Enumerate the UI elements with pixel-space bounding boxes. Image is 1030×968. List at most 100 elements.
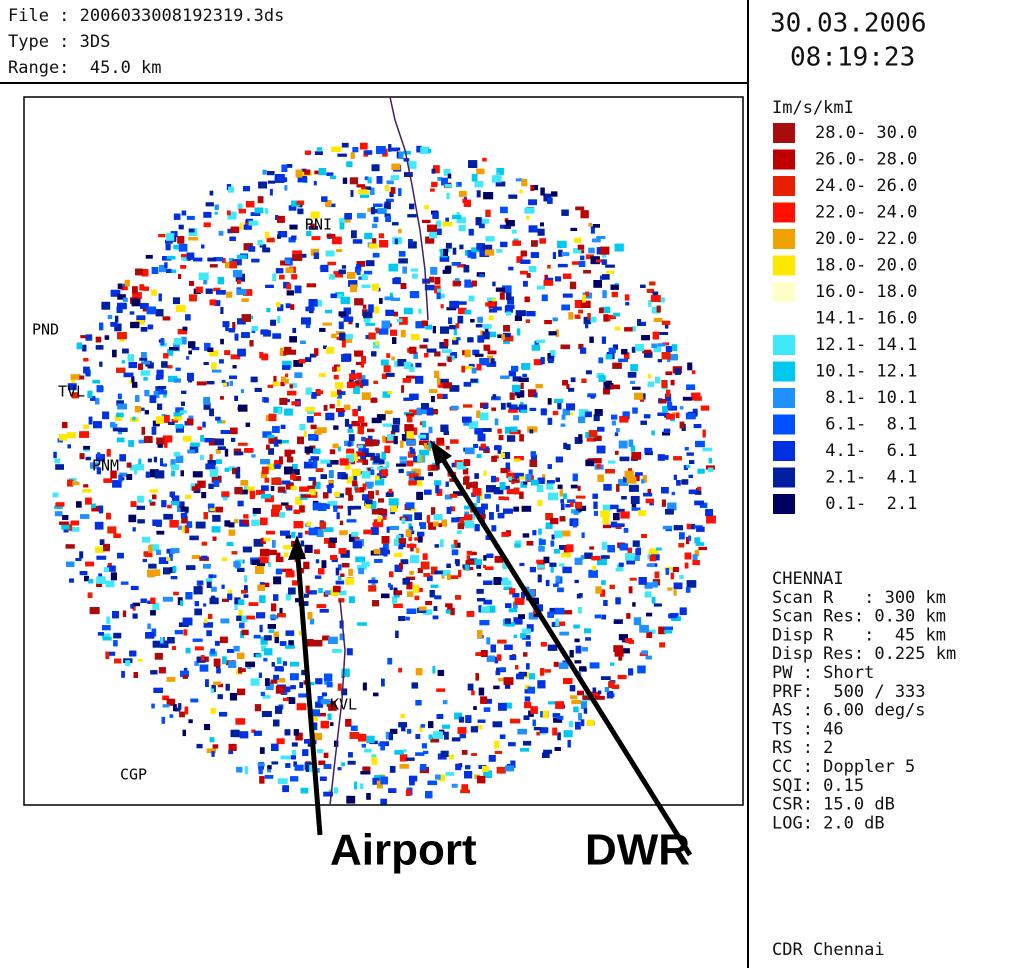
radar-echo bbox=[608, 461, 615, 464]
radar-echo bbox=[71, 374, 81, 379]
radar-echo bbox=[210, 264, 218, 267]
radar-echo bbox=[118, 475, 122, 482]
radar-echo bbox=[361, 423, 368, 427]
radar-echo bbox=[374, 217, 379, 222]
radar-echo bbox=[537, 286, 545, 290]
radar-echo bbox=[180, 410, 187, 413]
radar-echo bbox=[199, 581, 203, 585]
radar-echo bbox=[375, 328, 379, 332]
radar-echo bbox=[446, 564, 450, 568]
radar-echo bbox=[585, 460, 594, 467]
radar-echo bbox=[313, 461, 317, 469]
radar-echo bbox=[619, 416, 628, 423]
radar-echo bbox=[655, 572, 660, 579]
radar-echo bbox=[216, 290, 226, 295]
radar-echo bbox=[284, 553, 289, 557]
radar-echo bbox=[212, 526, 221, 532]
radar-echo bbox=[620, 457, 630, 461]
radar-echo bbox=[451, 575, 459, 579]
radar-echo bbox=[381, 679, 385, 687]
radar-echo bbox=[400, 714, 405, 718]
radar-echo bbox=[658, 359, 662, 362]
radar-echo bbox=[526, 311, 535, 316]
radar-echo bbox=[494, 445, 502, 450]
radar-echo bbox=[114, 659, 121, 664]
radar-echo bbox=[673, 567, 679, 572]
radar-echo bbox=[687, 452, 694, 455]
radar-echo bbox=[540, 188, 544, 196]
radar-echo bbox=[373, 522, 381, 526]
radar-echo bbox=[458, 570, 461, 578]
radar-echo bbox=[98, 632, 104, 636]
radar-echo bbox=[177, 236, 184, 244]
radar-echo bbox=[297, 209, 303, 215]
radar-echo bbox=[486, 236, 495, 241]
radar-echo bbox=[476, 169, 484, 175]
radar-echo bbox=[605, 469, 615, 473]
radar-echo bbox=[544, 280, 554, 286]
radar-echo bbox=[174, 378, 181, 382]
radar-echo bbox=[400, 764, 409, 769]
radar-echo bbox=[282, 785, 289, 792]
radar-echo bbox=[222, 585, 225, 589]
radar-echo bbox=[491, 408, 496, 411]
radar-echo bbox=[496, 504, 499, 511]
radar-echo bbox=[222, 656, 226, 664]
radar-echo bbox=[204, 724, 210, 730]
radar-echo bbox=[659, 642, 665, 647]
radar-echo bbox=[362, 460, 368, 465]
radar-echo bbox=[563, 493, 567, 499]
radar-echo bbox=[311, 456, 320, 460]
radar-echo bbox=[203, 397, 210, 405]
radar-echo bbox=[424, 205, 429, 209]
radar-echo bbox=[477, 317, 483, 323]
info-line: Disp R : 45 km bbox=[772, 625, 946, 645]
radar-echo bbox=[367, 485, 373, 489]
radar-echo bbox=[219, 712, 227, 717]
radar-echo bbox=[220, 637, 228, 644]
radar-echo bbox=[483, 581, 492, 586]
radar-echo bbox=[286, 268, 294, 273]
radar-echo bbox=[418, 536, 423, 543]
radar-echo bbox=[366, 736, 374, 743]
radar-echo bbox=[671, 573, 675, 580]
radar-echo bbox=[360, 143, 368, 150]
radar-echo bbox=[695, 441, 705, 447]
radar-echo bbox=[374, 559, 383, 563]
radar-echo bbox=[385, 216, 391, 222]
radar-echo bbox=[297, 201, 305, 205]
radar-echo bbox=[237, 568, 245, 572]
radar-echo bbox=[348, 569, 352, 576]
radar-echo bbox=[372, 224, 377, 228]
radar-echo bbox=[399, 469, 404, 473]
radar-echo bbox=[603, 525, 611, 529]
radar-echo bbox=[565, 504, 570, 507]
radar-echo bbox=[206, 578, 213, 582]
radar-echo bbox=[271, 486, 275, 491]
radar-echo bbox=[179, 244, 188, 252]
radar-echo bbox=[575, 207, 584, 211]
radar-echo bbox=[92, 380, 100, 384]
radar-echo bbox=[333, 505, 337, 511]
radar-echo bbox=[653, 332, 659, 340]
radar-echo bbox=[363, 191, 369, 194]
radar-echo bbox=[611, 522, 617, 528]
radar-echo bbox=[318, 588, 322, 593]
radar-echo bbox=[651, 295, 661, 302]
radar-echo bbox=[368, 177, 372, 183]
radar-echo bbox=[420, 522, 426, 529]
radar-echo bbox=[328, 637, 338, 644]
radar-echo bbox=[256, 654, 262, 658]
radar-echo bbox=[186, 565, 195, 570]
radar-echo bbox=[625, 471, 634, 478]
radar-echo bbox=[179, 225, 184, 230]
radar-echo bbox=[211, 362, 217, 369]
radar-echo bbox=[492, 175, 502, 182]
radar-echo bbox=[475, 524, 480, 531]
radar-echo bbox=[119, 454, 126, 461]
radar-echo bbox=[59, 434, 67, 441]
radar-echo bbox=[93, 421, 102, 428]
radar-echo bbox=[163, 567, 170, 574]
radar-echo bbox=[112, 611, 119, 618]
radar-echo bbox=[615, 244, 624, 252]
